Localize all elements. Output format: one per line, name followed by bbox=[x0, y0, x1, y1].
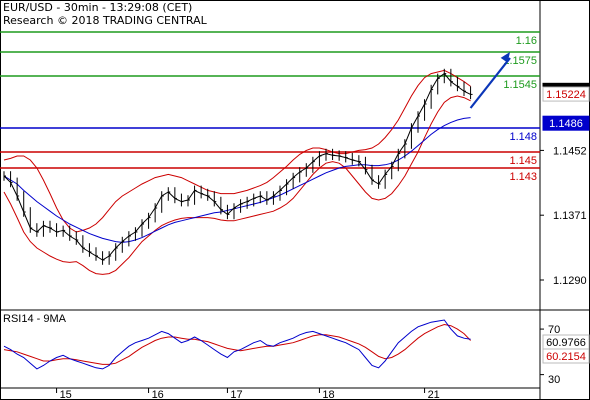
level-label: 1.145 bbox=[509, 155, 537, 167]
rsi-series bbox=[3, 319, 471, 370]
x-tick-label: 15 bbox=[60, 389, 72, 400]
level-label: 1.1545 bbox=[503, 79, 537, 91]
rsi-tick-label: 70 bbox=[548, 324, 560, 336]
rsi-tick-label: 30 bbox=[548, 374, 560, 386]
bollinger-upper-series bbox=[3, 69, 471, 233]
x-tick-label: 21 bbox=[428, 389, 440, 400]
chart-copyright: Research © 2018 TRADING CENTRAL bbox=[3, 14, 207, 27]
rsi-ma-series bbox=[3, 323, 471, 365]
y-tick-label: 1.1290 bbox=[553, 275, 587, 287]
rsi-value-label: 60.2154 bbox=[546, 351, 586, 363]
projection-arrow bbox=[469, 57, 511, 109]
projection-arrow-head bbox=[500, 52, 510, 63]
level-label: 1.1575 bbox=[503, 55, 537, 67]
x-tick-label: 18 bbox=[322, 389, 334, 400]
price-series bbox=[3, 72, 471, 261]
y-tick-label: 1.1452 bbox=[553, 145, 587, 157]
x-tick-label: 17 bbox=[230, 389, 242, 400]
level-label: 1.16 bbox=[516, 35, 537, 47]
rsi-value-label: 60.9766 bbox=[546, 337, 586, 349]
chart-title: EUR/USD - 30min - 13:29:08 (CET) bbox=[3, 1, 193, 14]
x-tick-label: 16 bbox=[152, 389, 164, 400]
rsi-title: RSI14 - 9MA bbox=[3, 313, 67, 325]
bollinger-lower-series bbox=[3, 95, 471, 275]
rsi-value-box bbox=[542, 348, 590, 364]
price-box bbox=[542, 115, 590, 131]
moving-average-series bbox=[3, 117, 471, 243]
y-tick-label: 1.1371 bbox=[553, 210, 587, 222]
price-box bbox=[542, 86, 590, 102]
level-label: 1.143 bbox=[509, 171, 537, 183]
price-box-label: 1.1486 bbox=[549, 118, 583, 130]
price-box-label: 1.15224 bbox=[546, 89, 586, 101]
level-label: 1.148 bbox=[509, 131, 537, 143]
